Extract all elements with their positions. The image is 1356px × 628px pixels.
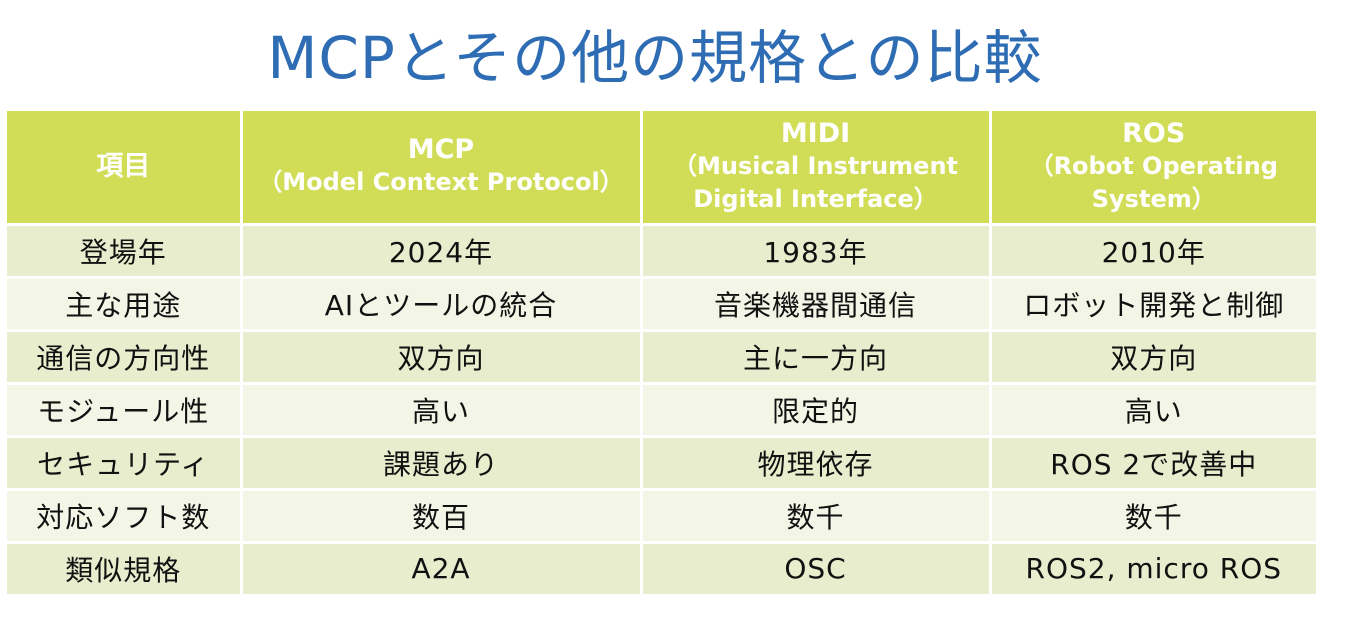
header-mcp-sublabel: （Model Context Protocol） bbox=[258, 168, 624, 197]
header-ros-sublabel: （Robot Operating System） bbox=[1029, 151, 1278, 213]
midi-cell: 物理依存 bbox=[641, 436, 992, 491]
row-label-cell: モジュール性 bbox=[7, 383, 243, 438]
row-label-cell: 登場年 bbox=[7, 224, 243, 279]
row-label-cell: 主な用途 bbox=[7, 277, 243, 332]
row-label-cell: 対応ソフト数 bbox=[7, 489, 243, 544]
slide-title: MCPとその他の規格との比較 bbox=[267, 24, 1043, 92]
midi-cell: OSC bbox=[641, 542, 992, 597]
ros-cell: ROS2, micro ROS bbox=[990, 542, 1316, 597]
table-row: 対応ソフト数 数百 数千 数千 bbox=[7, 489, 1316, 544]
mcp-cell: 双方向 bbox=[241, 330, 643, 385]
midi-cell: 限定的 bbox=[641, 383, 992, 438]
ros-cell: 高い bbox=[990, 383, 1316, 438]
header-mcp-label: MCP bbox=[407, 134, 475, 166]
mcp-cell: 数百 bbox=[241, 489, 643, 544]
ros-cell: 2010年 bbox=[990, 224, 1316, 279]
row-label-cell: セキュリティ bbox=[7, 436, 243, 491]
header-item: 項目 bbox=[7, 111, 243, 226]
table-row: モジュール性 高い 限定的 高い bbox=[7, 383, 1316, 438]
header-midi-sublabel: （Musical Instrument Digital Interface） bbox=[672, 151, 959, 213]
header-mcp: MCP （Model Context Protocol） bbox=[241, 111, 643, 226]
mcp-cell: 高い bbox=[241, 383, 643, 438]
table-body: 登場年 2024年 1983年 2010年 主な用途 AIとツールの統合 音楽機… bbox=[7, 224, 1316, 597]
table-row: 登場年 2024年 1983年 2010年 bbox=[7, 224, 1316, 279]
table-header: 項目 MCP （Model Context Protocol） MIDI （Mu… bbox=[7, 111, 1316, 226]
header-row: 項目 MCP （Model Context Protocol） MIDI （Mu… bbox=[7, 111, 1316, 226]
midi-cell: 音楽機器間通信 bbox=[641, 277, 992, 332]
mcp-cell: 2024年 bbox=[241, 224, 643, 279]
header-midi: MIDI （Musical Instrument Digital Interfa… bbox=[641, 111, 992, 226]
ros-cell: 数千 bbox=[990, 489, 1316, 544]
table-row: セキュリティ 課題あり 物理依存 ROS 2で改善中 bbox=[7, 436, 1316, 491]
comparison-table: 項目 MCP （Model Context Protocol） MIDI （Mu… bbox=[7, 111, 1316, 597]
row-label-cell: 類似規格 bbox=[7, 542, 243, 597]
row-label-cell: 通信の方向性 bbox=[7, 330, 243, 385]
table-row: 通信の方向性 双方向 主に一方向 双方向 bbox=[7, 330, 1316, 385]
mcp-cell: A2A bbox=[241, 542, 643, 597]
midi-cell: 主に一方向 bbox=[641, 330, 992, 385]
header-midi-label: MIDI bbox=[780, 117, 851, 149]
mcp-cell: AIとツールの統合 bbox=[241, 277, 643, 332]
table-row: 類似規格 A2A OSC ROS2, micro ROS bbox=[7, 542, 1316, 597]
table-row: 主な用途 AIとツールの統合 音楽機器間通信 ロボット開発と制御 bbox=[7, 277, 1316, 332]
midi-cell: 1983年 bbox=[641, 224, 992, 279]
ros-cell: 双方向 bbox=[990, 330, 1316, 385]
midi-cell: 数千 bbox=[641, 489, 992, 544]
ros-cell: ROS 2で改善中 bbox=[990, 436, 1316, 491]
header-item-label: 項目 bbox=[96, 150, 151, 182]
ros-cell: ロボット開発と制御 bbox=[990, 277, 1316, 332]
mcp-cell: 課題あり bbox=[241, 436, 643, 491]
header-ros: ROS （Robot Operating System） bbox=[990, 111, 1316, 226]
header-ros-label: ROS bbox=[1122, 117, 1186, 149]
